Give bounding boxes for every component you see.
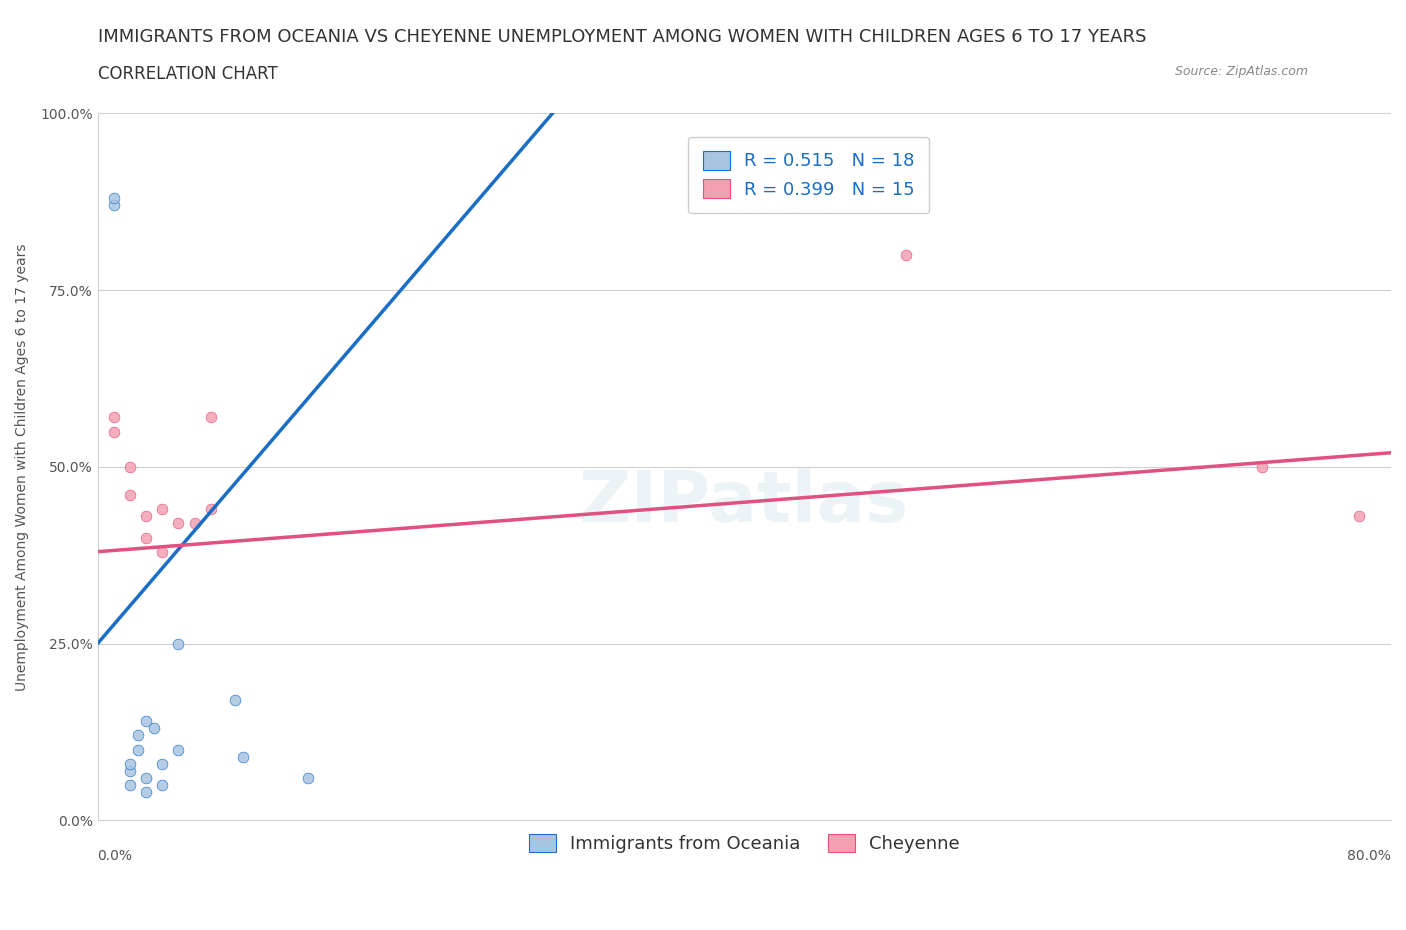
Text: CORRELATION CHART: CORRELATION CHART (98, 65, 278, 83)
Point (103, 424, 125, 439)
Point (135, 509, 157, 524)
Point (224, 693, 246, 708)
Point (150, 777, 173, 792)
Text: ZIPatlas: ZIPatlas (579, 468, 910, 537)
Point (167, 516, 190, 531)
Point (143, 721, 166, 736)
Point (135, 770, 157, 785)
Point (103, 410, 125, 425)
Text: IMMIGRANTS FROM OCEANIA VS CHEYENNE UNEMPLOYMENT AMONG WOMEN WITH CHILDREN AGES : IMMIGRANTS FROM OCEANIA VS CHEYENNE UNEM… (98, 28, 1147, 46)
Point (150, 502, 173, 517)
Point (118, 487, 141, 502)
Point (167, 742, 190, 757)
Text: Source: ZipAtlas.com: Source: ZipAtlas.com (1174, 65, 1308, 78)
Point (118, 459, 141, 474)
Text: 80.0%: 80.0% (1347, 848, 1391, 862)
Point (103, 191, 125, 206)
Point (118, 764, 141, 778)
Point (127, 742, 149, 757)
Y-axis label: Unemployment Among Women with Children Ages 6 to 17 years: Unemployment Among Women with Children A… (15, 243, 30, 691)
Point (103, 198, 125, 213)
Point (297, 770, 319, 785)
Point (118, 756, 141, 771)
Point (894, 247, 917, 262)
Point (167, 636, 190, 651)
Point (1250, 459, 1272, 474)
Point (127, 728, 149, 743)
Legend: Immigrants from Oceania, Cheyenne: Immigrants from Oceania, Cheyenne (515, 819, 974, 868)
Text: 0.0%: 0.0% (97, 848, 132, 862)
Point (1347, 509, 1369, 524)
Point (118, 777, 141, 792)
Point (183, 516, 205, 531)
Point (150, 544, 173, 559)
Point (200, 410, 222, 425)
Point (232, 750, 254, 764)
Point (135, 785, 157, 800)
Point (200, 502, 222, 517)
Point (135, 530, 157, 545)
Point (135, 714, 157, 729)
Point (150, 756, 173, 771)
